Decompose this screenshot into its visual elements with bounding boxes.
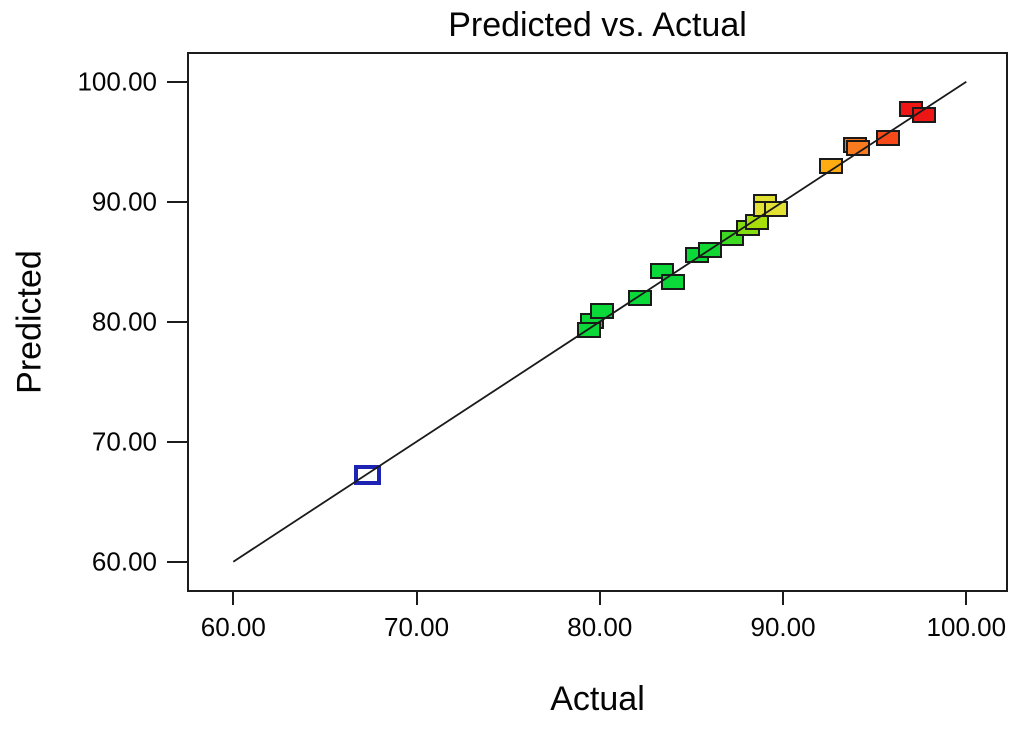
x-axis-tick-mark — [415, 592, 418, 605]
data-point — [661, 274, 686, 291]
x-tick-label: 70.00 — [384, 612, 450, 642]
data-point — [576, 322, 601, 339]
x-tick-label: 60.00 — [200, 612, 266, 642]
data-point — [846, 139, 871, 156]
y-axis-tick-mark — [167, 320, 187, 323]
data-point — [354, 465, 382, 486]
data-point — [912, 107, 937, 124]
data-point — [628, 289, 653, 306]
y-tick-label: 60.00 — [91, 546, 157, 577]
data-point — [818, 157, 843, 174]
y-tick-label: 90.00 — [91, 186, 157, 217]
y-axis-tick-mark — [167, 200, 187, 203]
x-axis-tick-mark — [782, 592, 785, 605]
data-point — [875, 130, 900, 147]
y-axis-tick-mark — [167, 80, 187, 83]
y-axis-label: Predicted — [10, 250, 49, 394]
x-axis-tick-mark — [598, 592, 601, 605]
x-tick-label: 80.00 — [567, 612, 633, 642]
x-tick-label: 100.00 — [926, 612, 1007, 642]
chart-title: Predicted vs. Actual — [448, 6, 747, 44]
data-point — [763, 200, 788, 217]
y-tick-label: 100.00 — [77, 66, 157, 97]
data-point — [697, 241, 722, 258]
y-tick-label: 70.00 — [91, 426, 157, 457]
y-axis-tick-mark — [167, 560, 187, 563]
data-point — [589, 302, 614, 319]
x-axis-label: Actual — [550, 680, 645, 718]
y-tick-label: 80.00 — [91, 306, 157, 337]
x-axis-tick-mark — [965, 592, 968, 605]
y-axis-tick-mark — [167, 440, 187, 443]
x-tick-label: 90.00 — [750, 612, 816, 642]
x-axis-tick-mark — [232, 592, 235, 605]
